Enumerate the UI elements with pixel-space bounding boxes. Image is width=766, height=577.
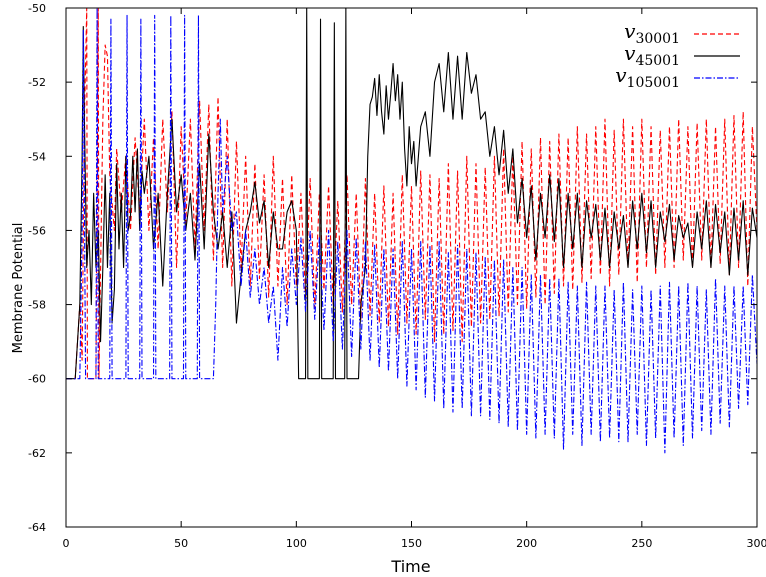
y-axis-title: Membrane Potential — [11, 223, 26, 354]
x-tick-label: 250 — [631, 537, 652, 550]
x-tick-label: 150 — [401, 537, 422, 550]
x-tick-label: 100 — [286, 537, 307, 550]
series-line-105001 — [66, 7, 758, 454]
x-tick-label: 50 — [174, 537, 188, 550]
tick-layer: 0 50 100 150 200 250 300 -64 -62 -60 -58 -56 -54 -52 -… — [28, 2, 766, 550]
y-tick-label: -58 — [28, 299, 46, 312]
y-tick-label: -64 — [28, 521, 46, 534]
y-tick-label: -60 — [28, 373, 46, 386]
y-tick-label: -62 — [28, 447, 46, 460]
legend-label-30001: v30001 — [624, 19, 680, 47]
y-tick-label: -52 — [28, 76, 46, 89]
y-tick-label: -54 — [28, 150, 46, 163]
y-tick-label: -50 — [28, 2, 46, 15]
x-tick-label: 0 — [63, 537, 70, 550]
series-layer — [66, 7, 758, 454]
y-tick-label: -56 — [28, 224, 46, 237]
x-tick-label: 300 — [747, 537, 766, 550]
x-axis-title: Time — [390, 557, 430, 576]
legend-label-105001: v105001 — [615, 63, 680, 91]
legend-label-45001: v45001 — [624, 41, 680, 69]
x-tick-label: 200 — [516, 537, 537, 550]
